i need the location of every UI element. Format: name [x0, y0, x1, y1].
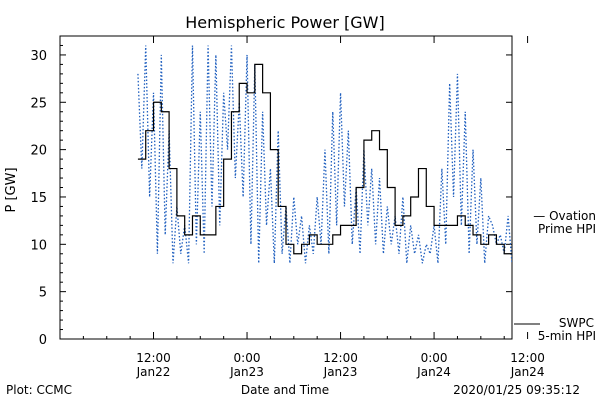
y-tick-label: 0 — [39, 333, 47, 348]
y-tick-label: 15 — [30, 191, 47, 206]
x-axis: 12:00Jan220:00Jan2312:00Jan230:00Jan2412… — [82, 36, 545, 379]
x-axis-label: Date and Time — [241, 383, 329, 397]
x-tick-label-time: 12:00 — [323, 351, 358, 365]
x-tick-label-time: 0:00 — [421, 351, 448, 365]
legend-ovation-line1: — Ovation — [533, 209, 596, 223]
chart-title: Hemispheric Power [GW] — [185, 13, 384, 32]
plot-frame — [59, 35, 513, 340]
y-tick-label: 10 — [30, 238, 47, 253]
series-ovation-prime-line — [137, 45, 512, 264]
y-axis-label: P [GW] — [4, 167, 19, 212]
series-swpc-hpi-line — [137, 63, 512, 255]
y-tick-label: 30 — [30, 49, 47, 64]
x-tick-label-time: 12:00 — [136, 351, 171, 365]
y-tick-label: 5 — [39, 286, 47, 301]
x-tick-label-date: Jan23 — [229, 365, 264, 379]
y-tick-label: 20 — [30, 144, 47, 159]
series-layer — [137, 45, 512, 264]
x-tick-label-date: Jan24 — [416, 365, 451, 379]
x-tick-label-date: Jan24 — [510, 365, 545, 379]
y-axis: 0 5 10 15 20 25 30 — [30, 35, 512, 348]
footer-plot-credit: Plot: CCMC — [6, 383, 72, 397]
legend-swpc-line2: 5-min HPI — [538, 329, 596, 343]
x-tick-label-time: 0:00 — [234, 351, 261, 365]
x-tick-label-date: Jan22 — [136, 365, 171, 379]
footer-timestamp: 2020/01/25 09:35:12 — [453, 383, 580, 397]
legend: — Ovation Prime HPI SWPC 5-min HPI — [514, 209, 596, 343]
plot-area — [59, 35, 513, 340]
x-tick-label-date: Jan23 — [323, 365, 358, 379]
legend-swpc-line1: SWPC — [559, 316, 594, 330]
legend-ovation-line2: Prime HPI — [538, 222, 596, 236]
y-tick-label: 25 — [30, 96, 47, 111]
x-tick-label-time: 12:00 — [510, 351, 545, 365]
